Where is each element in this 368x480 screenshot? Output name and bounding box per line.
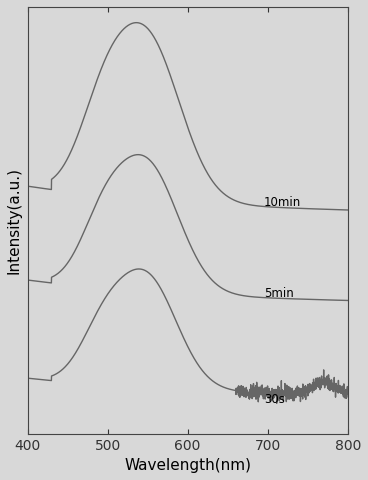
Text: 30s: 30s: [264, 393, 284, 406]
X-axis label: Wavelength(nm): Wavelength(nm): [124, 458, 251, 473]
Y-axis label: Intensity(a.u.): Intensity(a.u.): [7, 167, 22, 274]
Text: 5min: 5min: [264, 287, 294, 300]
Text: 10min: 10min: [264, 196, 301, 209]
